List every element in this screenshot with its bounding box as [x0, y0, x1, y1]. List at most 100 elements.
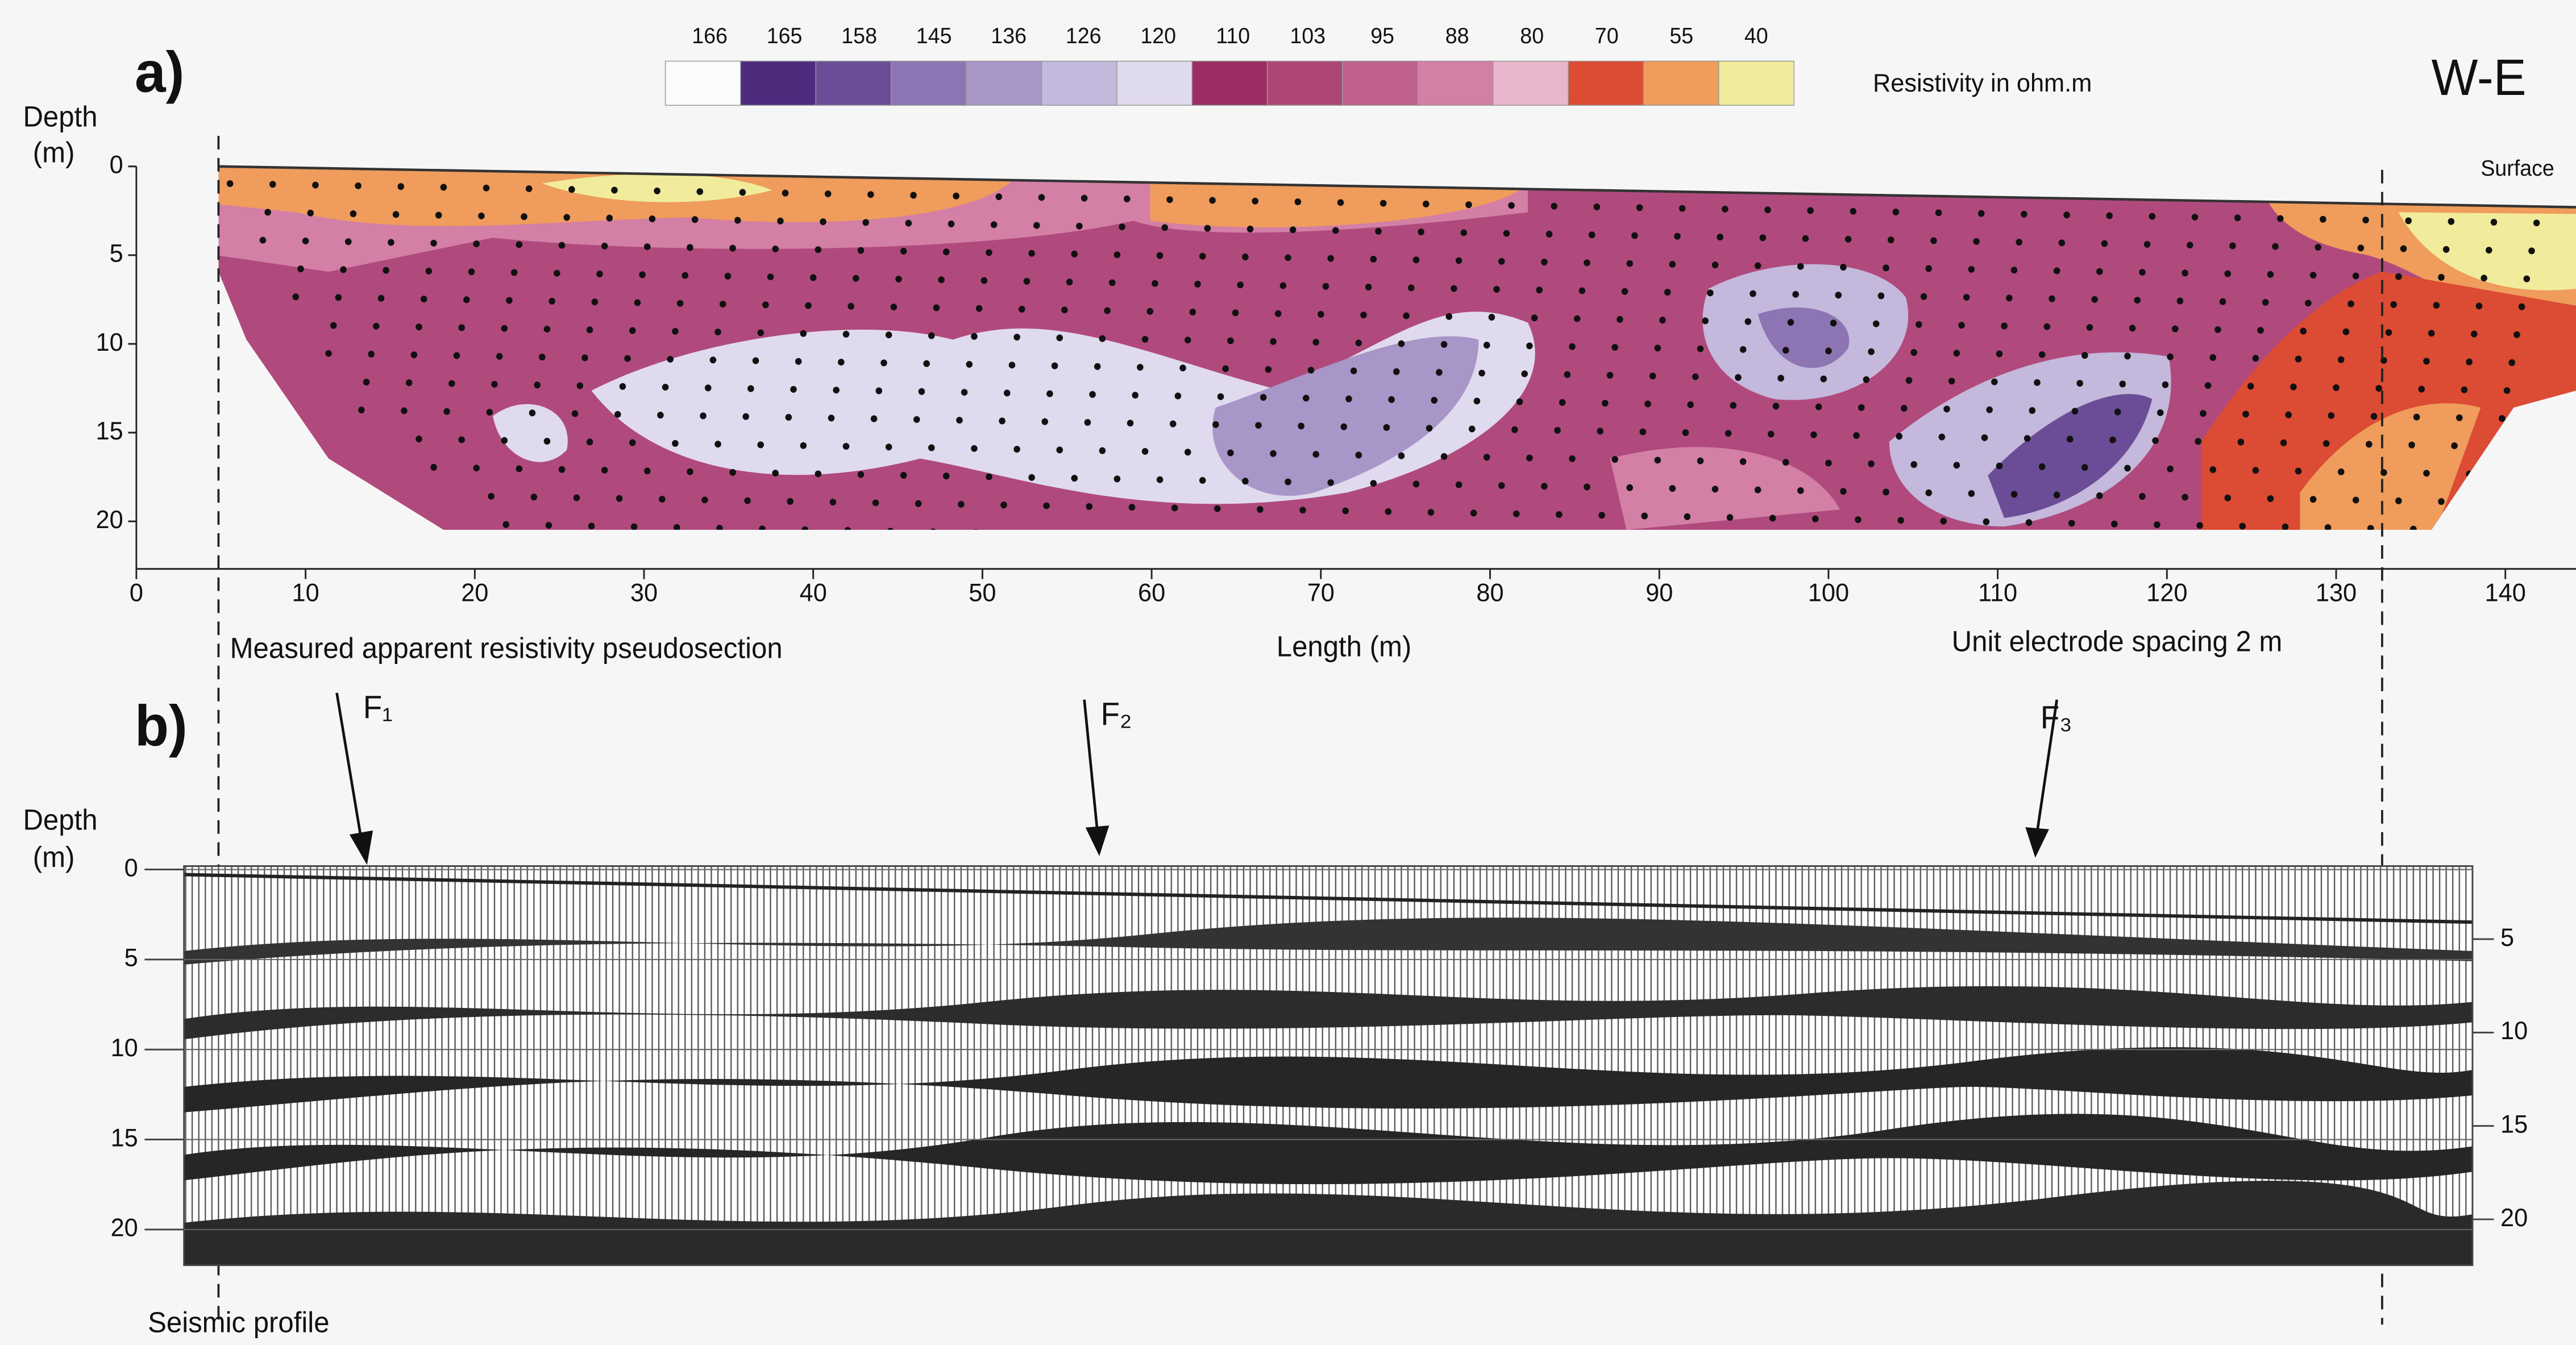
electrode-point	[2315, 243, 2322, 251]
electrode-point	[1526, 342, 1533, 350]
electrode-point	[1360, 312, 1367, 319]
x-axis-label: Length (m)	[1277, 630, 1412, 663]
electrode-point	[614, 410, 621, 418]
colorbar-box	[1492, 60, 1569, 106]
electrode-point	[2076, 380, 2083, 387]
electrode-point	[601, 242, 608, 250]
x-tick-label: 130	[2316, 579, 2357, 607]
electrode-point	[2300, 327, 2307, 335]
electrode-point	[2157, 409, 2164, 416]
electrode-point	[1498, 482, 1505, 489]
electrode-point	[1370, 480, 1377, 487]
electrode-point	[2143, 240, 2151, 248]
electrode-point	[1825, 459, 1832, 467]
seismic-profile	[184, 866, 2473, 1265]
electrode-point	[1697, 345, 1704, 352]
electrode-point	[563, 214, 570, 221]
electrode-point	[2006, 294, 2013, 302]
electrode-point	[923, 360, 930, 367]
y-tick-label-right: 10	[2500, 1017, 2528, 1045]
y-tick-label: 0	[110, 151, 123, 179]
electrode-point	[2154, 521, 2160, 528]
electrode-point	[1179, 364, 1186, 372]
electrode-point	[591, 298, 599, 306]
electrode-point	[1298, 422, 1304, 430]
electrode-point	[2513, 331, 2520, 338]
electrode-point	[1189, 309, 1196, 316]
electrode-point	[1910, 461, 1917, 468]
electrode-point	[1440, 453, 1448, 460]
electrode-point	[1307, 367, 1315, 374]
electrode-point	[430, 239, 437, 247]
electrode-point	[1229, 534, 1236, 541]
electrode-point	[1711, 261, 1719, 269]
electrode-point	[1617, 316, 1623, 323]
electrode-point	[2523, 275, 2531, 283]
electrode-point	[1844, 235, 1852, 243]
electrode-point	[2025, 519, 2033, 526]
electrode-point	[757, 441, 764, 449]
electrode-point	[704, 384, 712, 392]
electrode-point	[307, 209, 314, 217]
electrode-point	[388, 239, 394, 246]
electrode-point	[691, 216, 699, 223]
electrode-point	[709, 356, 717, 364]
colorbar-tick: 145	[916, 23, 952, 48]
electrode-point	[1043, 502, 1050, 509]
electrode-point	[2139, 493, 2146, 500]
electrode-point	[752, 357, 759, 364]
electrode-point	[420, 295, 427, 302]
electrode-point	[2428, 330, 2435, 337]
electrode-point	[634, 299, 641, 306]
electrode-point	[913, 416, 920, 423]
electrode-point	[1279, 282, 1287, 289]
y-tick-label: 15	[111, 1124, 138, 1152]
electrode-point	[1398, 452, 1405, 459]
electrode-point	[714, 329, 721, 336]
electrode-point	[2209, 466, 2217, 474]
electrode-point	[1639, 428, 1647, 435]
electrode-point	[2109, 436, 2116, 443]
electrode-point	[943, 472, 950, 480]
electrode-point	[2139, 268, 2146, 276]
electrode-point	[1184, 449, 1191, 456]
electrode-point	[539, 354, 546, 361]
x-tick-label: 80	[1476, 579, 1503, 607]
electrode-point	[2229, 242, 2236, 250]
electrode-point	[1654, 456, 1661, 464]
electrode-point	[1511, 426, 1518, 433]
electrode-point	[2410, 525, 2417, 530]
electrode-point	[1084, 419, 1091, 426]
electrode-point	[1465, 201, 1472, 209]
electrode-point	[672, 439, 679, 447]
electrode-point	[416, 323, 422, 331]
electrode-point	[2295, 467, 2302, 475]
electrode-point	[772, 470, 779, 477]
electrode-point	[2134, 297, 2141, 304]
electrode-point	[1692, 373, 1699, 380]
colorbar-box	[1266, 60, 1343, 106]
electrode-point	[1274, 310, 1282, 317]
colorbar-box	[815, 60, 892, 106]
electrode-point	[549, 297, 555, 305]
electrode-point	[1684, 513, 1691, 520]
electrode-point	[1327, 479, 1334, 486]
electrode-point	[2086, 323, 2093, 331]
electrode-point	[1051, 362, 1058, 370]
electrode-point	[1754, 262, 1761, 269]
electrode-point	[2508, 359, 2516, 366]
electrode-point	[742, 413, 749, 420]
electrode-point	[1556, 511, 1563, 518]
electrode-point	[2433, 302, 2440, 309]
electrode-point	[719, 300, 726, 308]
electrode-point	[1759, 234, 1767, 242]
electrode-point	[363, 379, 370, 386]
electrode-point	[1485, 538, 1492, 545]
electrode-point	[1355, 339, 1362, 347]
electrode-point	[1840, 488, 1847, 495]
electrode-point	[1869, 545, 1876, 551]
electrode-point	[867, 191, 874, 198]
electrode-point	[844, 527, 851, 530]
electrode-point	[530, 493, 538, 501]
electrode-point	[1227, 449, 1234, 456]
